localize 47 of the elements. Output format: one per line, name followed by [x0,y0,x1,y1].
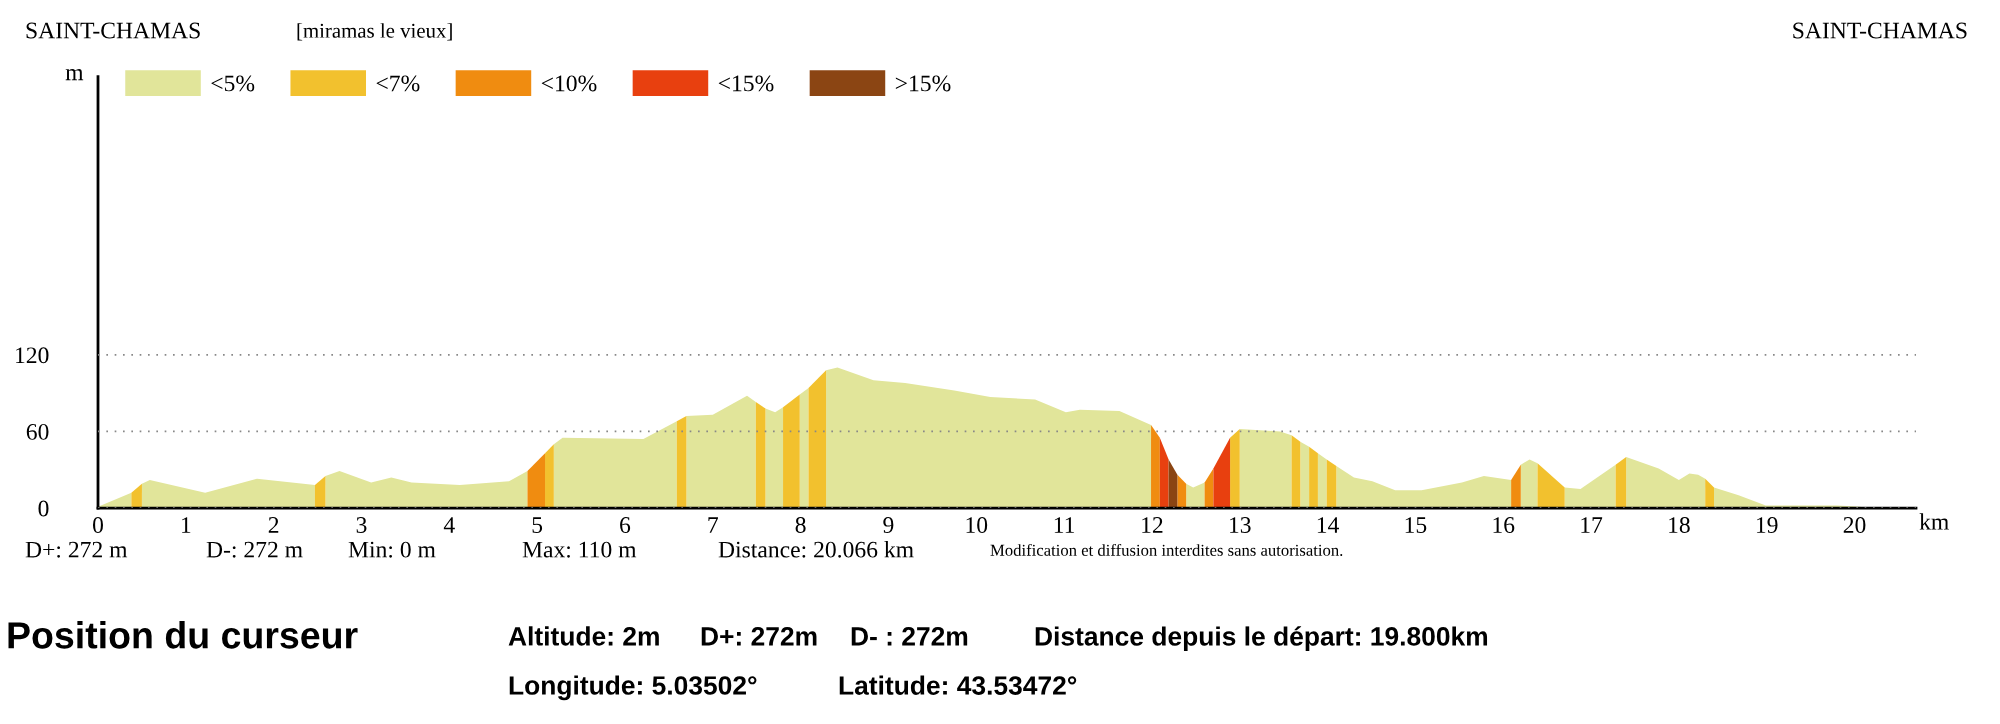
x-tick-label: 9 [883,517,894,533]
x-tick-label: 15 [1405,517,1427,533]
x-tick-label: 19 [1756,517,1778,533]
x-tick-label: 6 [620,517,631,533]
x-tick-label: 7 [708,517,719,533]
text: Latitude: 43.53472° [839,675,1077,695]
text: SAINT-CHAMAS [1793,22,1967,39]
y-tick-label: 120 [16,347,49,364]
legend-label: >15% [895,75,951,92]
y-axis-title: m [65,69,84,81]
text: D+: 272m [701,626,817,646]
chart-title: SAINT-CHAMAS [26,22,200,39]
x-axis-title: km [1919,513,1949,530]
x-tick-label: 14 [1317,517,1339,533]
chart-subtitle: [miramas le vieux] [297,23,452,41]
text: D- : 272m [851,626,968,646]
legend-label: <5% [211,75,255,92]
text: D-: 272 m [206,541,303,558]
text: Position du curseur [8,621,358,649]
text: Distance depuis le départ: 19.800km [1035,626,1488,651]
x-tick-label: 13 [1230,517,1251,533]
y-tick-label: 0 [38,500,49,517]
x-tick-label: 10 [966,517,988,533]
text: Max: 110 m [522,541,637,558]
x-tick-label: 11 [1054,517,1075,533]
x-tick-label: 17 [1581,517,1603,533]
text: Min: 0 m [348,541,436,558]
x-tick-label: 8 [795,517,806,533]
x-tick-label: 1 [182,517,191,533]
x-tick-label: 12 [1142,517,1163,533]
text: D+: 272 m [25,541,128,558]
x-tick-label: 4 [443,517,455,533]
legend-label: <7% [376,75,420,92]
text: Distance: 20.066 km [718,540,914,558]
x-tick-label: 2 [268,517,279,533]
x-tick-label: 0 [93,517,103,533]
x-tick-label: 16 [1493,517,1515,533]
y-tick-label: 60 [26,423,49,440]
x-tick-label: 18 [1669,517,1690,533]
text: Altitude: 2m [508,626,659,646]
x-tick-label: 3 [356,517,367,533]
x-tick-label: 5 [532,517,543,533]
legend-label: <15% [718,75,774,92]
legend-label: <10% [541,75,597,92]
x-tick-label: 20 [1843,517,1866,533]
text: Modification et diffusion interdites sans autorisation. [990,543,1343,556]
text: Longitude: 5.03502° [509,675,757,701]
